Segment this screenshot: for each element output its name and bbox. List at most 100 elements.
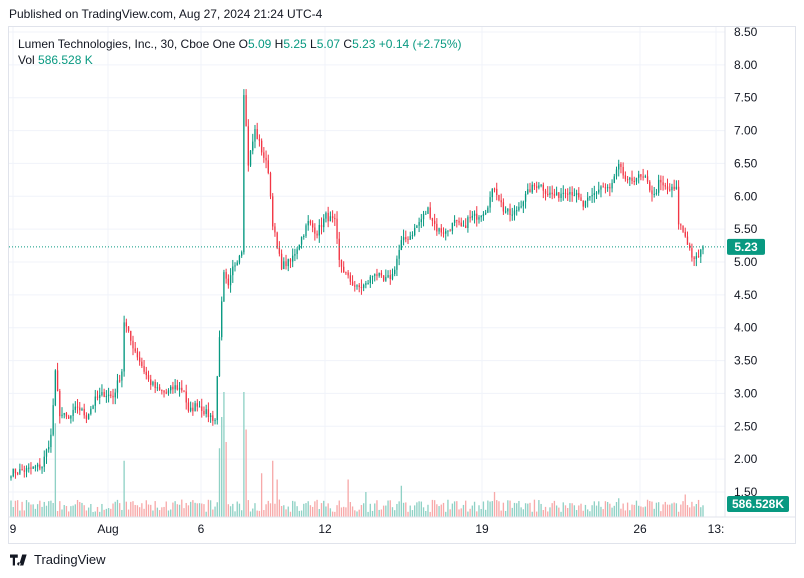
- volume-bar: [562, 502, 564, 517]
- volume-bar: [105, 508, 108, 517]
- volume-bar: [96, 506, 99, 517]
- candle-body: [241, 252, 243, 256]
- volume-bar: [657, 502, 660, 517]
- candle-body: [611, 182, 613, 189]
- chart-frame[interactable]: [8, 26, 796, 544]
- candle-body: [600, 186, 602, 190]
- volume-bar: [298, 510, 300, 517]
- volume-bar: [538, 500, 540, 517]
- volume-bar: [531, 511, 533, 517]
- candle-body: [34, 466, 37, 468]
- candle-body: [63, 413, 65, 415]
- candle-body: [569, 192, 571, 195]
- candle-body: [414, 227, 416, 236]
- volume-bar: [136, 505, 139, 517]
- volume-bar: [41, 506, 43, 517]
- y-tick-label: 7.50: [734, 91, 758, 105]
- candle-body: [141, 361, 143, 367]
- candle-body: [225, 272, 227, 279]
- candle-body: [209, 415, 212, 417]
- candle-body: [320, 225, 323, 228]
- volume-bar: [540, 503, 542, 517]
- volume-bar: [400, 485, 403, 517]
- volume-bar: [695, 504, 698, 517]
- volume-bar: [631, 504, 633, 517]
- footer-brand[interactable]: TradingView: [10, 552, 106, 567]
- volume-bar: [349, 501, 352, 517]
- volume-bar: [194, 502, 196, 517]
- volume-bar: [482, 501, 485, 517]
- volume-bar: [582, 510, 584, 517]
- volume-bar: [76, 499, 79, 517]
- candle-body: [296, 249, 298, 254]
- volume-bar: [498, 501, 500, 517]
- candle-body: [107, 394, 110, 397]
- candle-body: [87, 413, 90, 420]
- candle-body: [516, 210, 518, 212]
- candle-body: [85, 415, 88, 420]
- volume-bar: [296, 506, 298, 517]
- candle-body: [655, 192, 658, 194]
- candle-body: [598, 189, 600, 193]
- candle-body: [380, 272, 383, 276]
- volume-bar: [52, 503, 54, 517]
- volume-bar: [351, 506, 354, 517]
- volume-bar: [127, 509, 130, 517]
- candle-body: [398, 250, 400, 259]
- volume-bar: [429, 511, 431, 517]
- volume-bar: [509, 500, 511, 517]
- volume-bar: [207, 499, 210, 517]
- volume-bar: [276, 479, 278, 517]
- chart-legend: Lumen Technologies, Inc., 30, Cboe One O…: [18, 36, 462, 68]
- volume-bar: [651, 501, 653, 517]
- volume-bar: [476, 511, 478, 517]
- volume-bar: [72, 505, 74, 517]
- candle-body: [396, 258, 398, 270]
- candle-body: [329, 216, 332, 222]
- candle-body: [473, 213, 476, 216]
- candle-body: [416, 225, 418, 228]
- volume-bar: [445, 511, 447, 517]
- x-tick-label: 9: [10, 522, 17, 536]
- candle-body: [245, 95, 247, 127]
- candle-body: [575, 192, 578, 196]
- candle-body: [101, 392, 103, 395]
- volume-bar: [675, 503, 678, 517]
- volume-bar: [369, 503, 371, 517]
- candle-body: [626, 179, 629, 181]
- candle-body: [327, 212, 329, 222]
- volume-bar: [411, 510, 414, 517]
- candle-body: [629, 177, 631, 180]
- candle-body: [232, 266, 234, 276]
- volume-badge-label: 586.528K: [732, 497, 784, 511]
- candle-body: [318, 225, 320, 236]
- volume-bar: [598, 501, 600, 517]
- candle-body: [584, 200, 587, 207]
- candle-body: [138, 357, 141, 362]
- candle-body: [547, 193, 549, 195]
- candle-body: [81, 408, 83, 411]
- candle-body: [25, 467, 28, 472]
- volume-bar: [533, 499, 536, 517]
- volume-bar: [367, 511, 369, 517]
- candle-body: [354, 285, 356, 287]
- volume-bar: [300, 510, 303, 517]
- candle-body: [207, 409, 210, 417]
- volume-bar: [141, 503, 143, 517]
- volume-bar: [325, 506, 327, 517]
- candle-body: [36, 464, 39, 467]
- volume-bar: [345, 507, 347, 517]
- volume-bar: [584, 504, 587, 517]
- volume-bar: [107, 508, 110, 517]
- volume-bar: [283, 505, 285, 517]
- volume-bar: [626, 502, 629, 517]
- volume-bar: [154, 501, 156, 517]
- volume-bar: [618, 498, 620, 517]
- candle-body: [385, 277, 387, 281]
- candle-body: [664, 185, 666, 187]
- volume-bar: [360, 505, 363, 517]
- candle-body: [134, 348, 136, 352]
- candle-body: [445, 231, 447, 234]
- volume-bar: [90, 504, 92, 517]
